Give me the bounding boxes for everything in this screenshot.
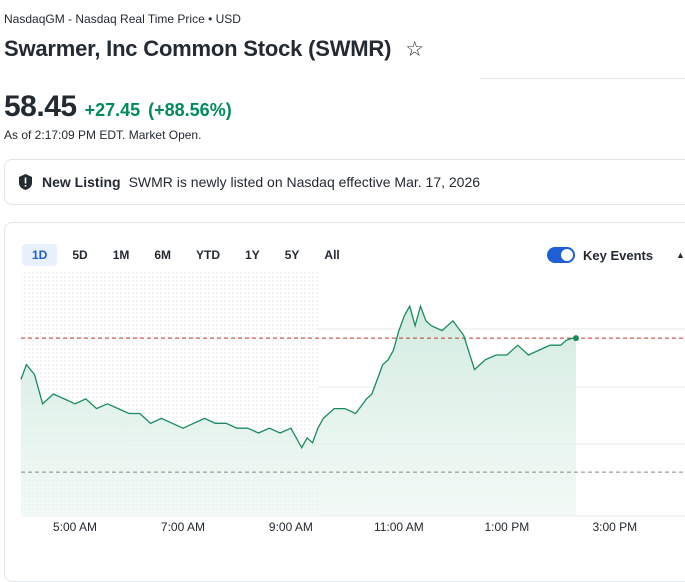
- new-listing-label: New Listing: [42, 174, 121, 190]
- price-line: [20, 304, 577, 450]
- quote-timestamp: As of 2:17:09 PM EDT. Market Open.: [4, 128, 202, 142]
- last-price-point: [572, 335, 579, 342]
- x-tick-label: 9:00 AM: [269, 520, 313, 534]
- price-change: +27.45: [84, 100, 141, 120]
- page-title: Swarmer, Inc Common Stock (SWMR): [4, 36, 392, 61]
- info-badge-icon: [19, 174, 32, 190]
- range-tab-6m[interactable]: 6M: [154, 248, 172, 262]
- new-listing-notice: New Listing SWMR is newly listed on Nasd…: [4, 159, 685, 205]
- price-chart[interactable]: 5:00 AM 7:00 AM 9:00 AM 11:00 AM 1:00 PM 3:00…: [0, 268, 685, 553]
- star-outline-icon[interactable]: ☆: [405, 37, 425, 61]
- chevron-up-icon[interactable]: ▲: [676, 250, 685, 260]
- title-row: Swarmer, Inc Common Stock (SWMR) ☆: [4, 36, 424, 62]
- range-tab-all[interactable]: All: [324, 248, 340, 262]
- price-area-fill: [21, 306, 576, 516]
- current-price: 58.45: [4, 90, 77, 123]
- x-tick-label: 5:00 AM: [53, 520, 97, 534]
- key-events-control[interactable]: Key Events: [547, 247, 653, 263]
- x-tick-label: 11:00 AM: [374, 520, 424, 534]
- exchange-info: NasdaqGM - Nasdaq Real Time Price • USD: [4, 12, 241, 26]
- key-events-label: Key Events: [583, 247, 654, 263]
- price-row: 58.45 +27.45 (+88.56%): [4, 90, 232, 124]
- range-tabs: 1D 5D 1M 6M YTD 1Y 5Y All: [22, 244, 355, 266]
- price-change-percent: (+88.56%): [148, 100, 232, 120]
- key-events-toggle[interactable]: [547, 247, 575, 263]
- range-tab-1y[interactable]: 1Y: [245, 248, 260, 262]
- x-tick-label: 7:00 AM: [161, 520, 205, 534]
- range-tab-1m[interactable]: 1M: [112, 248, 130, 262]
- range-tab-1d[interactable]: 1D: [22, 244, 58, 266]
- range-tab-5y[interactable]: 5Y: [284, 248, 300, 262]
- header-divider: [480, 78, 685, 79]
- toggle-knob: [561, 249, 573, 261]
- range-tab-5d[interactable]: 5D: [72, 248, 88, 262]
- range-tab-ytd[interactable]: YTD: [196, 248, 221, 262]
- new-listing-text: SWMR is newly listed on Nasdaq effective…: [128, 174, 481, 190]
- x-tick-label: 1:00 PM: [485, 520, 530, 534]
- x-tick-label: 3:00 PM: [592, 520, 637, 534]
